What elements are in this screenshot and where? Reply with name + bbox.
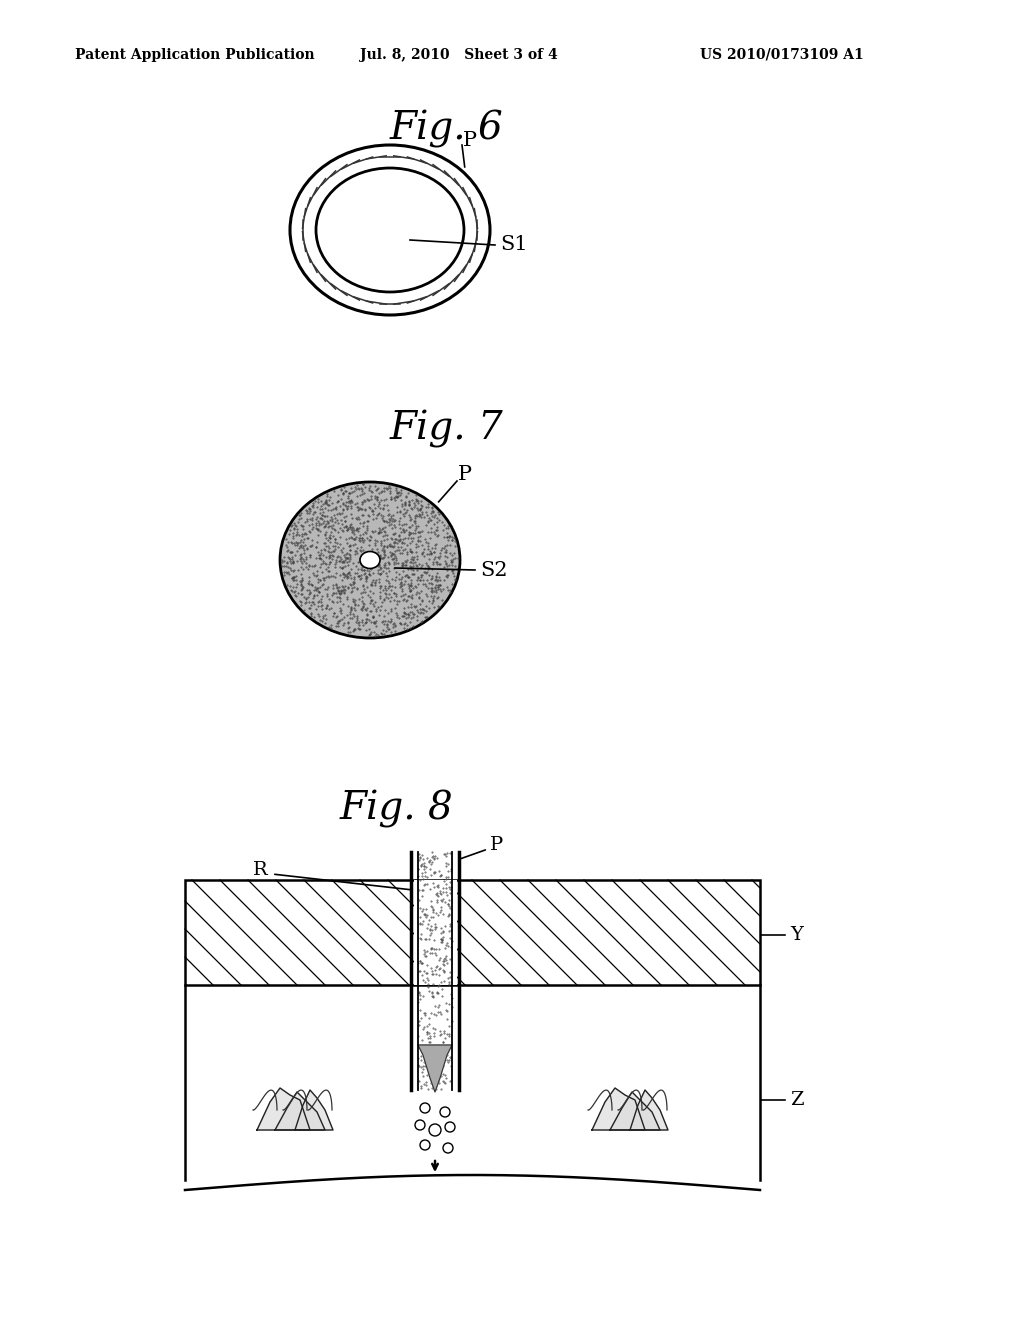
Bar xyxy=(414,880,457,985)
Text: Jul. 8, 2010   Sheet 3 of 4: Jul. 8, 2010 Sheet 3 of 4 xyxy=(360,48,558,62)
Text: Y: Y xyxy=(790,927,803,944)
Text: Z: Z xyxy=(790,1092,804,1109)
Text: R: R xyxy=(253,861,268,879)
Polygon shape xyxy=(257,1088,310,1130)
Polygon shape xyxy=(592,1088,645,1130)
Polygon shape xyxy=(295,1090,333,1130)
Circle shape xyxy=(420,1140,430,1150)
Text: Patent Application Publication: Patent Application Publication xyxy=(75,48,314,62)
Text: Fig. 7: Fig. 7 xyxy=(390,411,504,447)
Text: P: P xyxy=(463,131,477,149)
Text: US 2010/0173109 A1: US 2010/0173109 A1 xyxy=(700,48,864,62)
Circle shape xyxy=(440,1107,450,1117)
Circle shape xyxy=(415,1119,425,1130)
Polygon shape xyxy=(418,1045,452,1092)
Bar xyxy=(185,880,760,985)
Circle shape xyxy=(443,1143,453,1152)
Text: Fig. 6: Fig. 6 xyxy=(390,110,504,148)
Text: P: P xyxy=(490,836,503,854)
Circle shape xyxy=(445,1122,455,1133)
Polygon shape xyxy=(275,1092,325,1130)
Ellipse shape xyxy=(280,482,460,638)
Text: S2: S2 xyxy=(480,561,508,579)
Text: S1: S1 xyxy=(500,235,527,255)
Text: Fig. 8: Fig. 8 xyxy=(340,789,454,828)
Text: P: P xyxy=(458,466,472,484)
Polygon shape xyxy=(630,1090,668,1130)
Circle shape xyxy=(420,1104,430,1113)
Circle shape xyxy=(429,1125,441,1137)
Polygon shape xyxy=(610,1092,660,1130)
Ellipse shape xyxy=(360,552,380,569)
